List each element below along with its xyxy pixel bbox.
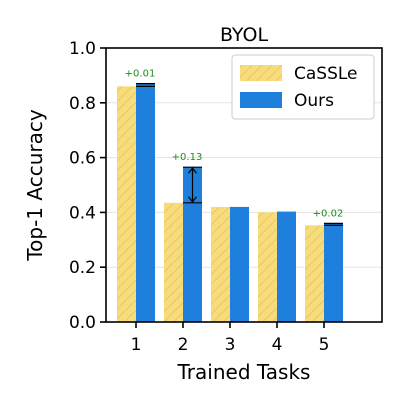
y-tick-label: 0.0 [69,313,96,333]
y-axis-title: Top-1 Accuracy [23,109,47,262]
delta-label: +0.01 [125,69,156,80]
bar-cassle [117,86,136,322]
legend-swatch-cassle [240,65,282,81]
bar-ours [277,211,296,322]
annotations: +0.01 +0.13 +0.02 [125,69,344,226]
delta-arrow-head-up [188,167,197,174]
axis-ticks: 0.0 0.2 0.4 0.6 0.8 1.0 1 2 3 4 5 [69,39,329,355]
bar-cassle [305,225,324,322]
delta-arrow-head-down [188,196,197,203]
x-tick-label: 5 [319,335,330,355]
plot-frame [105,47,383,323]
x-axis-title: Trained Tasks [177,360,311,384]
bar-cassle [258,212,277,322]
bar-ours [136,83,155,323]
y-tick-label: 0.6 [69,149,96,169]
x-tick-label: 1 [131,335,142,355]
delta-label: +0.13 [172,152,203,163]
x-tick-label: 3 [225,335,236,355]
delta-label: +0.02 [313,208,344,219]
y-tick-label: 0.8 [69,94,96,114]
bars [117,83,343,323]
legend-swatch-ours [240,92,282,108]
legend: CaSSLe Ours [231,54,375,120]
bar-cassle [211,206,230,322]
legend-label-ours: Ours [294,91,334,111]
bar-ours [324,223,343,322]
y-tick-label: 0.2 [69,258,96,278]
y-tick-label: 0.4 [69,203,96,223]
bar-ours [183,167,202,322]
y-tick-label: 1.0 [69,39,96,59]
bar-ours [230,206,249,322]
x-tick-label: 4 [272,335,283,355]
legend-label-cassle: CaSSLe [294,64,358,84]
x-tick-label: 2 [178,335,189,355]
chart-title: BYOL [220,24,269,46]
bar-cassle [164,202,183,322]
